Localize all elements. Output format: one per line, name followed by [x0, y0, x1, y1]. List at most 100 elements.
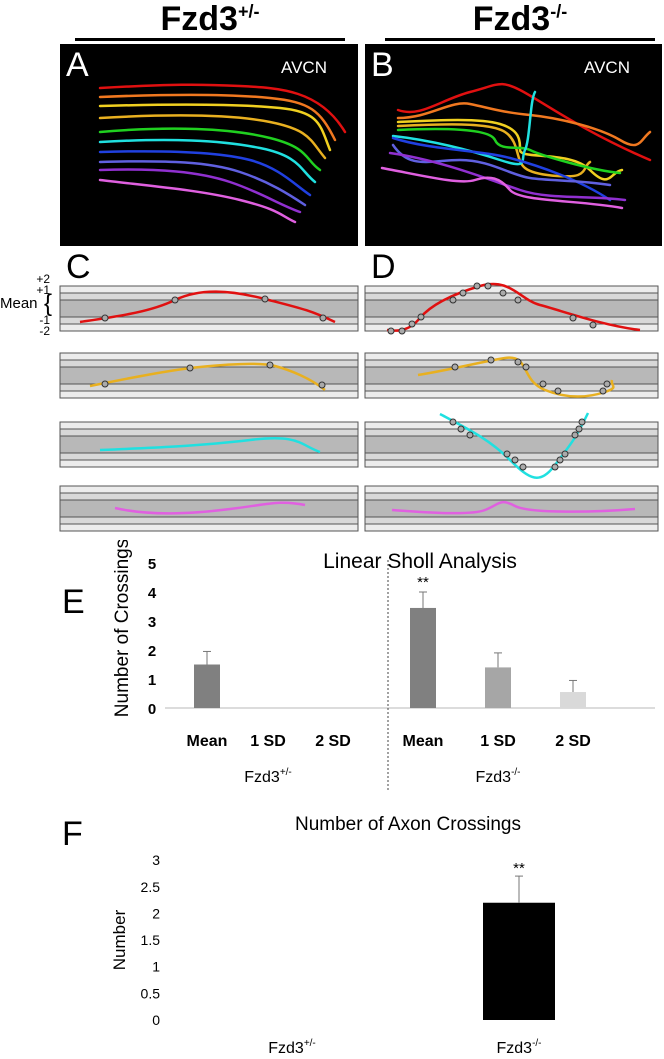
panel-label-b: B [371, 46, 394, 84]
panel-label-d: D [371, 248, 396, 286]
track-d-4 [364, 485, 659, 532]
crossing-point [554, 387, 562, 395]
x-tick-label: 1 SD [480, 733, 516, 750]
header-right-text: Fzd3 [472, 0, 551, 38]
crossing-point [101, 380, 109, 388]
panel-label-f: F [62, 815, 83, 853]
header-left: Fzd3+/- [75, 0, 345, 38]
track-c-2 [59, 352, 359, 399]
category-sup: -/- [532, 1038, 541, 1049]
group-label: Fzd3+/- [244, 767, 292, 786]
crossing-point [449, 296, 457, 304]
significance-label: ** [513, 860, 525, 877]
y-tick-label: 3 [152, 852, 160, 868]
category-name: Fzd3 [268, 1040, 304, 1057]
x-tick-label: Mean [187, 733, 228, 750]
track-d-1 [364, 282, 659, 335]
trace [98, 178, 297, 224]
bar [560, 692, 586, 708]
y-axis-label: Number of Crossings [112, 540, 133, 717]
header-left-sup: +/- [237, 1, 260, 22]
panel-a-traces [98, 83, 347, 224]
trace [89, 362, 326, 391]
sholl-tracks [59, 282, 659, 532]
y-tick-label: 1 [152, 959, 160, 975]
x-tick-label: Fzd3+/- [268, 1038, 316, 1057]
trace [98, 93, 337, 142]
crossing-point [101, 314, 109, 322]
scale-plus2: +2 [36, 272, 50, 286]
group-sup: +/- [280, 767, 292, 778]
y-tick-label: 0.5 [141, 985, 161, 1001]
trace [396, 118, 624, 181]
panel-b-image [365, 44, 662, 246]
trace [79, 290, 336, 324]
panel-label-e: E [62, 583, 85, 621]
trace [391, 500, 636, 515]
crossing-point [466, 431, 474, 439]
trace [98, 150, 312, 197]
y-tick-label: 0 [148, 701, 156, 718]
band-mean [364, 366, 659, 385]
track-d-3 [364, 412, 659, 479]
y-tick-label: 0 [152, 1012, 160, 1028]
trace [98, 138, 317, 184]
trace [396, 127, 622, 175]
panel-a-image [60, 44, 358, 246]
crossing-point [473, 282, 481, 290]
y-tick-label: 2 [152, 905, 160, 921]
group-label: Fzd3-/- [475, 767, 520, 786]
x-tick-label: Mean [403, 733, 444, 750]
crossing-point [551, 463, 559, 471]
crossing-point [511, 456, 519, 464]
category-name: Fzd3 [496, 1040, 532, 1057]
crossing-point [457, 425, 465, 433]
crossing-point [171, 296, 179, 304]
crossing-point [589, 321, 597, 329]
y-axis-label: Number [110, 909, 129, 970]
crossing-point [449, 418, 457, 426]
crossing-point [318, 381, 326, 389]
crossing-point [266, 361, 274, 369]
scale-mean: Mean [0, 295, 38, 312]
crossing-point [522, 363, 530, 371]
panel-b-traces [380, 82, 652, 210]
chart-e: Linear Sholl Analysis Number of Crossings… [112, 540, 655, 790]
band-mean [364, 435, 659, 454]
track-c-3 [59, 421, 359, 468]
header-right: Fzd3-/- [385, 0, 655, 39]
x-tick-label: 2 SD [555, 733, 591, 750]
crossing-point [514, 358, 522, 366]
crossing-point [319, 314, 327, 322]
trace [98, 103, 332, 152]
header-left-bar [75, 38, 345, 41]
trace [98, 168, 302, 214]
panel-label-c: C [66, 248, 91, 286]
header-right-sup: -/- [550, 1, 568, 22]
group-name: Fzd3 [475, 769, 511, 786]
group-name: Fzd3 [244, 769, 280, 786]
panel-label-a: A [66, 46, 89, 84]
scale-plus1: +1 [36, 283, 50, 297]
crossing-point [514, 296, 522, 304]
y-tick-label: 1.5 [141, 932, 161, 948]
trace [99, 437, 321, 454]
band-mean [364, 299, 659, 318]
chart-title: Linear Sholl Analysis [323, 550, 517, 573]
chart-title: Number of Axon Crossings [295, 814, 521, 835]
x-tick-label: 1 SD [250, 733, 286, 750]
header-right-bar [385, 38, 655, 41]
region-label-b: AVCN [584, 58, 630, 77]
track-d-2 [364, 352, 659, 399]
crossing-point [186, 364, 194, 372]
category-sup: +/- [304, 1038, 316, 1049]
x-tick-label: 2 SD [315, 733, 351, 750]
crossing-point [398, 327, 406, 335]
crossing-point [569, 314, 577, 322]
crossing-point [578, 418, 586, 426]
band-mean [59, 299, 359, 318]
crossing-point [539, 380, 547, 388]
crossing-point [519, 463, 527, 471]
crossing-point [599, 387, 607, 395]
